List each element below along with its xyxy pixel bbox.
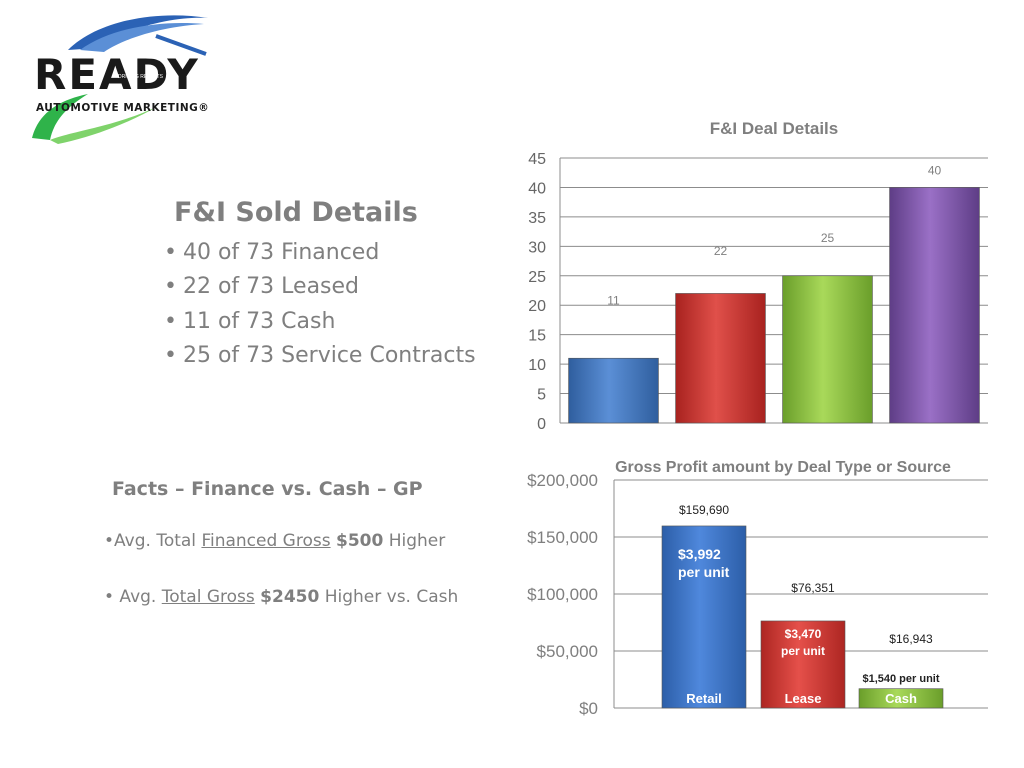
- per-unit-label: $3,470: [785, 627, 822, 641]
- fact-underline: Total Gross: [161, 587, 255, 607]
- data-label: $76,351: [791, 581, 835, 595]
- fact-text: Higher vs. Cash: [319, 587, 459, 607]
- chart-title: F&I Deal Details: [710, 119, 839, 138]
- data-label: $16,943: [889, 632, 933, 646]
- data-label: $159,690: [679, 503, 729, 517]
- data-label: 22: [714, 244, 728, 258]
- list-item: 11 of 73 Cash: [164, 305, 476, 339]
- bar: [782, 275, 873, 424]
- category-label: Cash: [885, 691, 917, 706]
- y-tick-label: 5: [537, 387, 546, 404]
- y-tick-label: $150,000: [527, 528, 598, 547]
- fact-text: Higher: [383, 531, 446, 551]
- fact-amount: $2450: [260, 587, 320, 607]
- chart-title: Gross Profit amount by Deal Type or Sour…: [615, 459, 951, 476]
- y-tick-label: 40: [528, 180, 546, 197]
- y-tick-label: 35: [528, 210, 546, 227]
- y-tick-label: 0: [537, 416, 546, 433]
- bar: [568, 357, 659, 424]
- fact-underline: Financed Gross: [201, 531, 331, 551]
- fact-financed-gross: •Avg. Total Financed Gross $500 Higher: [104, 531, 445, 551]
- y-tick-label: $200,000: [527, 471, 598, 490]
- y-tick-label: 25: [528, 269, 546, 286]
- data-label: 11: [607, 294, 620, 308]
- bar: [661, 525, 747, 709]
- list-item: 40 of 73 Financed: [164, 236, 476, 270]
- y-tick-label: $50,000: [537, 642, 598, 661]
- per-unit-label: $3,992: [678, 546, 721, 562]
- per-unit-label: $1,540 per unit: [862, 673, 939, 685]
- bar: [858, 688, 944, 709]
- y-tick-label: 20: [528, 298, 546, 315]
- bar: [675, 293, 766, 424]
- category-label: Lease: [785, 691, 822, 706]
- logo-wordmark: READY: [34, 50, 200, 99]
- category-label: Retail: [686, 691, 721, 706]
- y-tick-label: $100,000: [527, 585, 598, 604]
- list-item: 22 of 73 Leased: [164, 270, 476, 304]
- y-tick-label: 10: [528, 357, 546, 374]
- facts-title: Facts – Finance vs. Cash – GP: [112, 478, 423, 500]
- y-tick-label: 45: [528, 151, 546, 168]
- data-label: 40: [928, 163, 942, 177]
- logo-tagline: AUTOMOTIVE MARKETING®: [36, 102, 210, 114]
- y-tick-label: 15: [528, 328, 546, 345]
- bar: [760, 620, 846, 709]
- per-unit-label: per unit: [781, 644, 825, 658]
- fact-amount: $500: [335, 531, 384, 551]
- sold-details-title: F&I Sold Details: [174, 197, 418, 228]
- y-tick-label: $0: [579, 699, 598, 718]
- per-unit-label: per unit: [678, 564, 730, 580]
- list-item: 25 of 73 Service Contracts: [164, 339, 476, 373]
- fact-total-gross: • Avg. Total Gross $2450 Higher vs. Cash: [104, 587, 458, 607]
- bar: [889, 187, 980, 424]
- fact-text: • Avg.: [104, 587, 162, 607]
- data-label: 25: [821, 231, 835, 245]
- y-tick-label: 30: [528, 239, 546, 256]
- logo-small-text: DRIVING RESULTS: [118, 74, 163, 80]
- fact-text: •Avg. Total: [104, 531, 202, 551]
- ready-logo: READY DRIVING RESULTS AUTOMOTIVE MARKETI…: [28, 14, 238, 146]
- sold-details-list: 40 of 73 Financed 22 of 73 Leased 11 of …: [164, 236, 476, 373]
